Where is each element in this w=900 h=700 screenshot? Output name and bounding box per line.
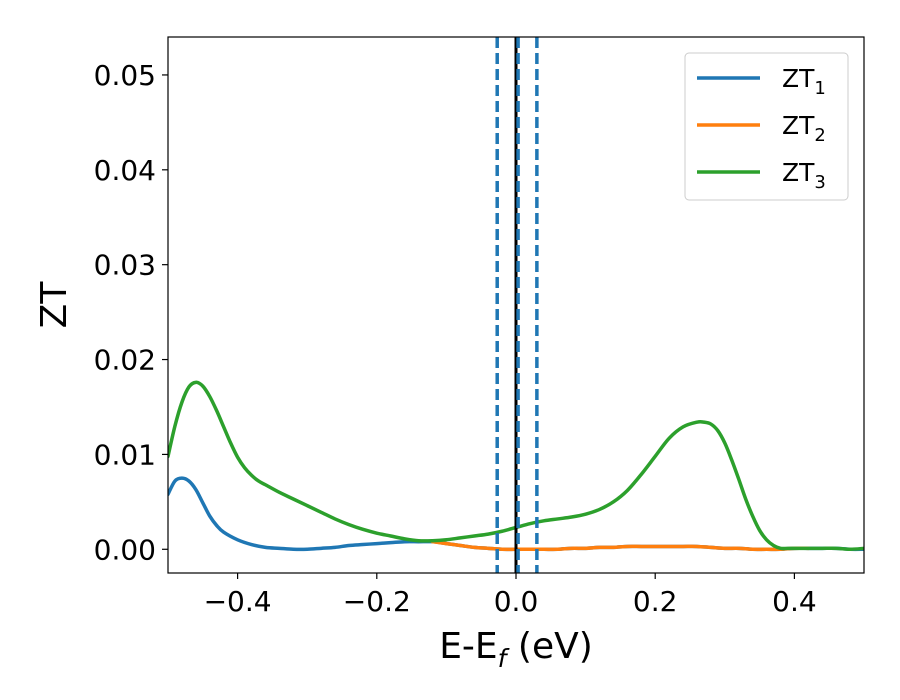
legend-label-main: ZT xyxy=(782,64,815,93)
legend-label-main: ZT xyxy=(782,111,815,140)
x-axis-ticks: −0.4 −0.2 0.0 0.2 0.4 xyxy=(204,573,817,618)
x-tick-label: −0.2 xyxy=(343,585,411,618)
x-axis-label-main: E-E xyxy=(439,626,497,667)
y-tick-label: 0.04 xyxy=(94,154,156,187)
y-tick-label: 0.00 xyxy=(94,533,156,566)
legend-label-subscript: 2 xyxy=(814,125,825,146)
legend-label-subscript: 3 xyxy=(814,172,825,193)
x-tick-label: 0.4 xyxy=(772,585,817,618)
legend-label-subscript: 1 xyxy=(814,78,825,99)
vertical-marker-lines xyxy=(495,37,539,573)
legend-label-zt2: ZT2 xyxy=(782,111,826,146)
legend-label-zt3: ZT3 xyxy=(782,158,826,193)
y-axis-ticks: 0.00 0.01 0.02 0.03 0.04 0.05 xyxy=(94,59,168,566)
legend-label-main: ZT xyxy=(782,158,815,187)
series-layer xyxy=(168,380,864,552)
x-axis-label-unit: (eV) xyxy=(506,626,592,667)
y-tick-label: 0.02 xyxy=(94,344,156,377)
legend-label-zt1: ZT1 xyxy=(782,64,826,99)
series-line-zt3 xyxy=(168,380,864,552)
x-axis-label: E-Ef (eV) xyxy=(439,626,593,673)
y-tick-label: 0.05 xyxy=(94,59,156,92)
y-tick-label: 0.03 xyxy=(94,249,156,282)
y-tick-label: 0.01 xyxy=(94,438,156,471)
x-tick-label: −0.4 xyxy=(204,585,272,618)
x-tick-label: 0.0 xyxy=(494,585,539,618)
x-tick-label: 0.2 xyxy=(633,585,678,618)
legend-box xyxy=(684,52,849,201)
series-line-zt2 xyxy=(430,539,811,552)
y-axis-label: ZT xyxy=(34,281,75,329)
